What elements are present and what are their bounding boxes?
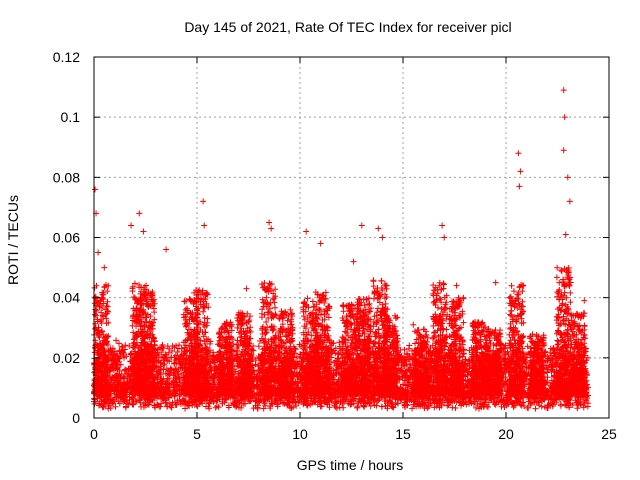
data-point <box>116 340 123 347</box>
data-points <box>91 87 592 412</box>
data-point <box>210 359 217 366</box>
data-point <box>113 337 120 344</box>
data-point <box>538 403 545 410</box>
data-point <box>249 346 256 353</box>
data-point <box>415 399 422 406</box>
data-point <box>122 366 129 373</box>
grid-lines <box>94 57 609 418</box>
data-point <box>174 349 181 356</box>
data-point <box>444 402 451 409</box>
data-point <box>472 404 479 411</box>
